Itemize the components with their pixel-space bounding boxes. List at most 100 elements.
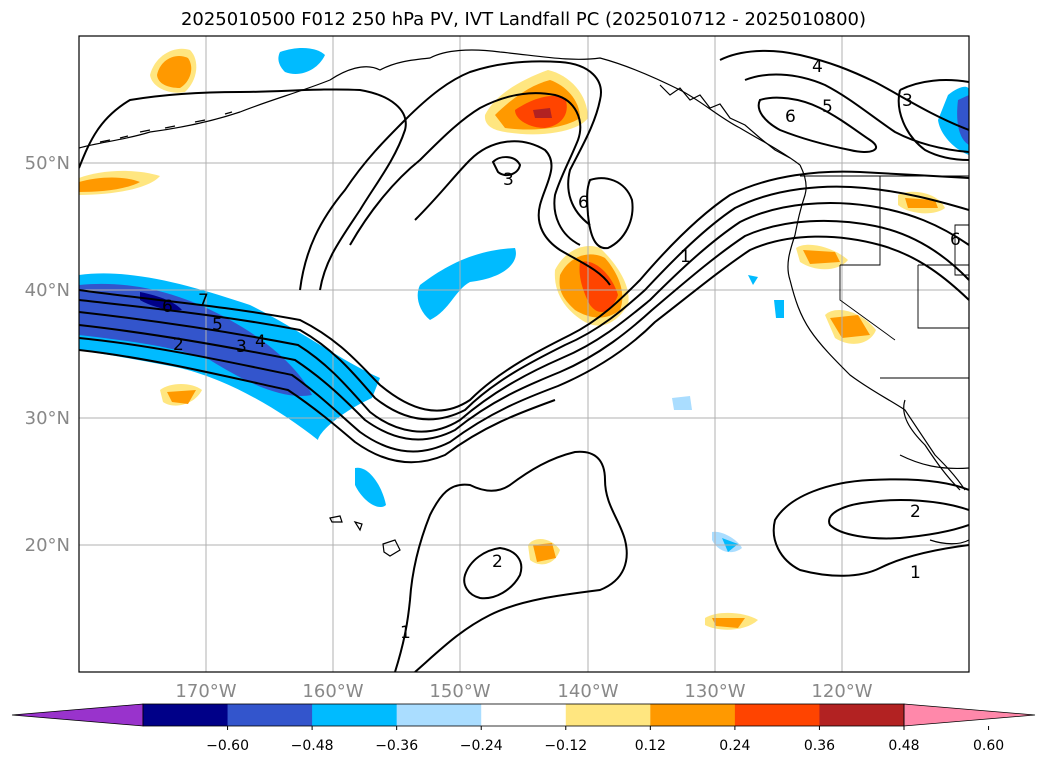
colorbar: −0.60 −0.48 −0.36 −0.24 −0.12 0.12 0.24 0.36 0.4…	[11, 703, 1036, 754]
lat-tick-label: 40°N	[25, 280, 70, 301]
contour-ne-3	[897, 79, 969, 161]
contour-central-small	[491, 156, 522, 177]
contour-label: 3	[503, 170, 514, 190]
contour-ne-4	[719, 49, 969, 131]
contour-ne-5	[744, 73, 969, 153]
state-border-1	[840, 176, 881, 266]
lon-tick-label: 170°W	[175, 681, 236, 702]
contour-nw-1	[79, 88, 407, 291]
positive-anomaly-sm6c	[905, 198, 938, 208]
mainland-mexico	[929, 539, 969, 545]
contour-west-2	[79, 185, 969, 421]
mexico-coast	[899, 454, 969, 470]
contour-label: 1	[400, 623, 411, 643]
colorbar-tick-label: 0.12	[635, 738, 666, 754]
contour-label: 2	[173, 335, 184, 355]
state-border-3	[917, 265, 969, 329]
lat-tick-label: 20°N	[25, 535, 70, 556]
negative-anomaly-sm3	[774, 300, 784, 318]
lon-tick-label: 130°W	[684, 681, 745, 702]
contour-central-3	[414, 140, 611, 286]
aleutians	[99, 111, 233, 143]
hawaii-3	[382, 539, 401, 557]
political-borders	[800, 175, 969, 379]
contour-label: 5	[212, 315, 223, 335]
contour-label: 2	[910, 502, 921, 522]
positive-anomaly-sm5c	[830, 315, 870, 338]
filled-anomaly-layer	[79, 48, 969, 630]
state-border-2	[839, 265, 896, 341]
contour-se-1	[772, 478, 969, 577]
contour-se-2	[828, 499, 969, 540]
contour-label: 3	[236, 337, 247, 357]
colorbar-tick-label: −0.60	[206, 738, 249, 754]
contour-west-4	[79, 219, 969, 441]
colorbar-segment	[143, 704, 229, 726]
lon-tick-label: 160°W	[302, 681, 363, 702]
positive-anomaly-nw-core	[157, 55, 192, 88]
contour-central-6	[586, 177, 634, 250]
contour-south-1	[394, 450, 628, 672]
colorbar-border	[142, 703, 905, 727]
positive-anomaly-sm1c	[167, 390, 196, 404]
positive-anomaly-sm4c	[803, 250, 840, 264]
contour-label: 6	[162, 297, 173, 317]
contour-label: 1	[680, 247, 691, 267]
colorbar-segment	[227, 704, 313, 726]
lon-tick-label: 120°W	[811, 681, 872, 702]
negative-anomaly-hawaii	[355, 467, 386, 508]
state-border-5	[954, 224, 969, 276]
positive-anomaly-sm3c	[712, 618, 745, 628]
contour-west-1	[79, 170, 969, 412]
lat-tick-label: 50°N	[25, 153, 70, 174]
us-west-coast	[789, 279, 966, 491]
positive-anomaly-north-peak	[533, 108, 552, 118]
contour-ne-6	[757, 96, 878, 153]
contour-label: 7	[198, 291, 209, 311]
positive-anomaly-west-core	[79, 177, 140, 192]
contour-west-5	[79, 235, 969, 453]
map-title: 2025010500 F012 250 hPa PV, IVT Landfall…	[180, 9, 867, 30]
gridlines	[79, 36, 969, 672]
contours	[79, 49, 969, 672]
negative-anomaly-central	[417, 248, 516, 320]
contour-label: 2	[492, 552, 503, 572]
se-alaska-islands	[659, 84, 791, 159]
coastlines	[79, 49, 969, 557]
contour-label: 6	[950, 230, 961, 250]
lat-tick-labels: 50°N 40°N 30°N 20°N	[25, 153, 70, 556]
hawaii-1	[329, 515, 343, 523]
negative-anomaly-sm4	[748, 275, 758, 285]
contour-label: 4	[255, 332, 266, 352]
colorbar-tick-label: 0.60	[973, 738, 1004, 754]
lon-tick-label: 140°W	[557, 681, 618, 702]
lon-tick-label: 150°W	[429, 681, 490, 702]
colorbar-tick-label: −0.48	[291, 738, 334, 754]
colorbar-segment	[650, 704, 736, 726]
hawaii-2	[353, 520, 363, 532]
contour-label: 5	[822, 97, 833, 117]
negative-anomaly-ne-core	[957, 95, 969, 145]
colorbar-segment	[312, 704, 398, 726]
colorbar-tick-label: −0.24	[460, 738, 503, 754]
colorbar-tick-labels: −0.60 −0.48 −0.36 −0.24 −0.12 0.12 0.24 0.36 0.4…	[206, 726, 1004, 754]
colorbar-segments	[11, 703, 1036, 727]
contour-label: 6	[578, 193, 589, 213]
colorbar-segment	[481, 704, 567, 726]
contour-label: 6	[785, 107, 796, 127]
contour-west-6	[79, 349, 556, 464]
contour-labels: 7 6 5 4 3 2 3 6 1 4 6 5 3 6 2 1 2 1	[162, 57, 961, 643]
bc-coast	[787, 164, 807, 281]
colorbar-tick-label: −0.36	[375, 738, 418, 754]
colorbar-tick-label: 0.36	[804, 738, 835, 754]
contour-south-2	[463, 546, 523, 600]
contour-west-3	[79, 202, 969, 433]
negative-anomaly-deep	[140, 292, 182, 311]
lat-tick-label: 30°N	[25, 408, 70, 429]
map-plot-area: 7 6 5 4 3 2 3 6 1 4 6 5 3 6 2 1 2 1	[79, 36, 969, 672]
colorbar-tick-label: −0.12	[544, 738, 587, 754]
colorbar-segment	[565, 704, 651, 726]
colorbar-segment	[734, 704, 820, 726]
colorbar-tick-label: 0.48	[888, 738, 919, 754]
